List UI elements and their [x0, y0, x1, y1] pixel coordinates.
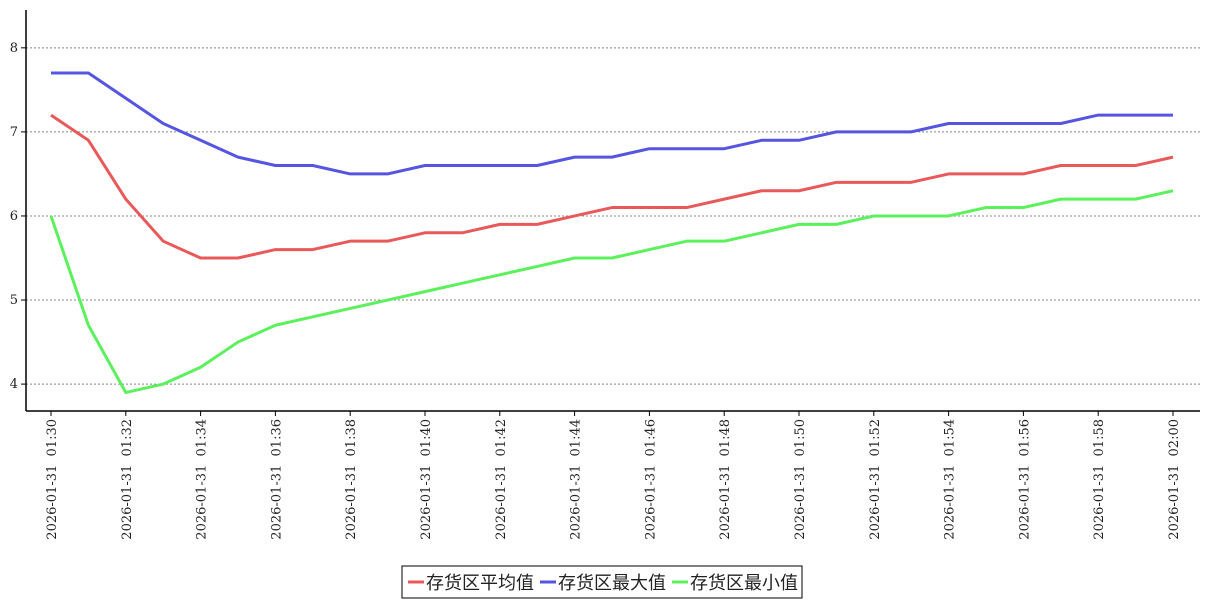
x-tick-label: 2026-01-31 01:50	[793, 419, 808, 540]
x-tick-label: 2026-01-31 01:36	[269, 419, 284, 540]
x-tick-label: 2026-01-31 02:00	[1167, 419, 1182, 540]
x-tick-label: 2026-01-31 01:58	[1092, 419, 1107, 540]
x-tick-label: 2026-01-31 01:42	[494, 419, 509, 540]
y-tick-label: 6	[10, 209, 18, 224]
legend-label: 存货区平均值	[426, 573, 534, 594]
legend-label: 存货区最大值	[558, 573, 666, 594]
x-tick-label: 2026-01-31 01:30	[45, 419, 60, 540]
x-tick-label: 2026-01-31 01:40	[419, 419, 434, 540]
x-tick-label: 2026-01-31 01:46	[643, 419, 658, 540]
series-line	[49, 189, 1174, 395]
x-tick-label: 2026-01-31 01:44	[569, 419, 584, 540]
y-tick-label: 5	[10, 293, 18, 308]
y-tick-label: 4	[10, 377, 18, 392]
x-tick-label: 2026-01-31 01:52	[868, 419, 883, 540]
series-line	[51, 71, 1173, 176]
legend-box	[401, 565, 803, 599]
y-tick-label: 8	[10, 41, 18, 56]
x-tick-label: 2026-01-31 01:38	[344, 419, 359, 540]
series-line	[50, 113, 1174, 260]
x-tick-label: 2026-01-31 01:56	[1017, 419, 1032, 540]
legend: 存货区平均值 存货区最大值 存货区最小值	[401, 565, 803, 599]
x-tick-label: 2026-01-31 01:32	[120, 419, 135, 540]
legend-label: 存货区最小值	[690, 573, 798, 594]
y-tick-label: 7	[10, 125, 18, 140]
x-tick-label: 2026-01-31 01:48	[718, 419, 733, 540]
x-tick-label: 2026-01-31 01:54	[943, 419, 958, 540]
x-tick-label: 2026-01-31 01:34	[195, 419, 210, 540]
